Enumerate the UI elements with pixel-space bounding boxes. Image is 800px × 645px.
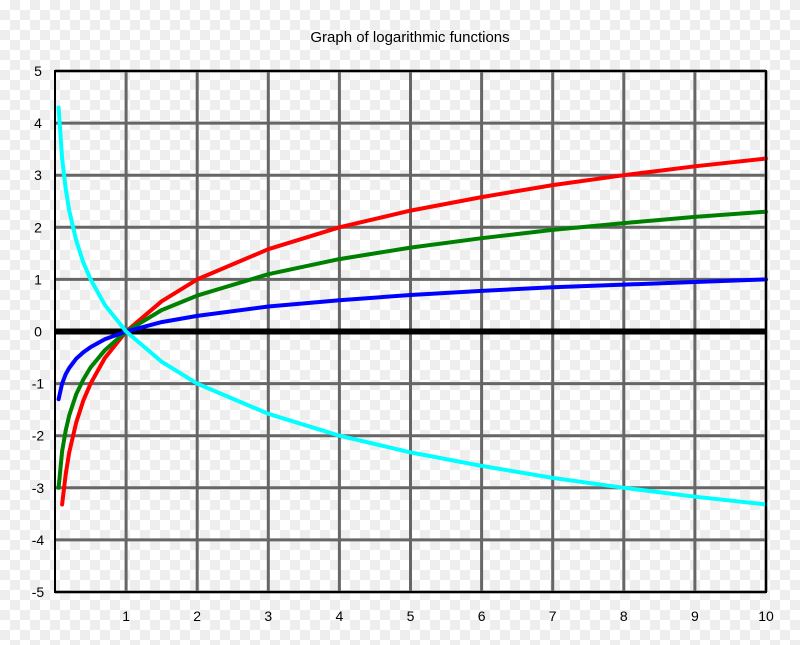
- y-tick-label: -4: [32, 532, 45, 548]
- x-tick-label: 4: [336, 608, 344, 624]
- x-tick-label: 8: [620, 608, 628, 624]
- x-tick-label: 6: [478, 608, 486, 624]
- y-tick-label: 5: [34, 63, 42, 79]
- x-tick-label: 5: [407, 608, 415, 624]
- y-tick-label: 2: [34, 219, 42, 235]
- y-tick-label: 4: [34, 115, 42, 131]
- y-tick-label: 1: [34, 271, 42, 287]
- x-tick-label: 3: [264, 608, 272, 624]
- plot-frame: [54, 70, 767, 593]
- x-tick-label: 2: [193, 608, 201, 624]
- series-green-line: [56, 209, 768, 490]
- y-tick-label: 0: [34, 324, 42, 340]
- y-tick-label: -3: [32, 480, 45, 496]
- series-blue-line: [56, 277, 768, 402]
- x-tick-label: 9: [691, 608, 699, 624]
- series-cyan-line: [56, 105, 768, 507]
- x-tick-label: 10: [758, 608, 774, 624]
- chart-title: Graph of logarithmic functions: [310, 29, 509, 46]
- x-tick-label: 1: [122, 608, 130, 624]
- series-group: [56, 105, 768, 507]
- y-tick-label: -1: [32, 376, 45, 392]
- y-tick-label: 3: [34, 167, 42, 183]
- y-tick-label: -5: [32, 584, 45, 600]
- y-tick-label: -2: [32, 428, 45, 444]
- x-tick-label: 7: [549, 608, 557, 624]
- series-red-line: [60, 156, 768, 507]
